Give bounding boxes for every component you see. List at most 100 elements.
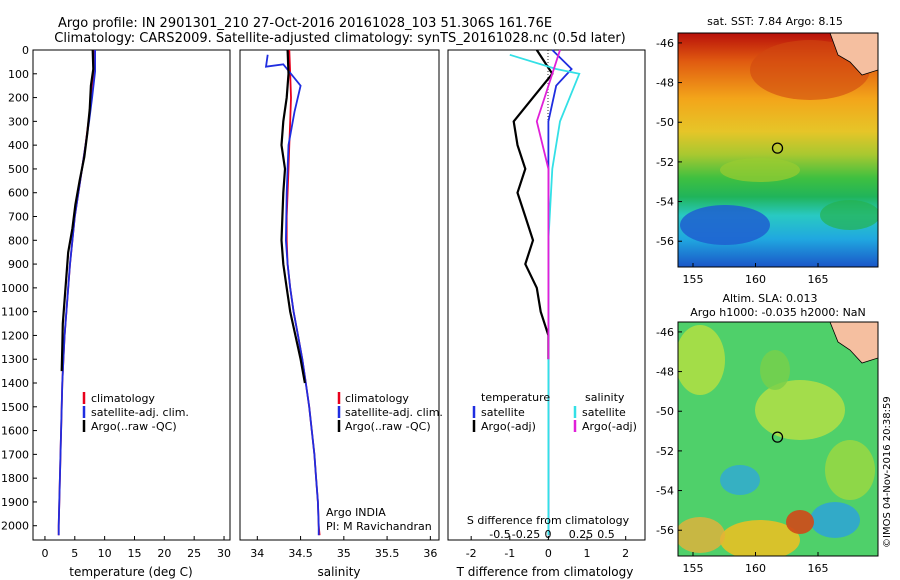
x-tick-label: 2 [622, 547, 629, 560]
x-tick-label: 30 [217, 547, 231, 560]
lat-tick-label: -52 [656, 445, 674, 458]
y-tick-label: 1600 [1, 425, 29, 438]
x-tick-label: 10 [98, 547, 112, 560]
x-tick-label: -2 [466, 547, 477, 560]
sst-map-title: sat. SST: 7.84 Argo: 8.15 [707, 15, 843, 28]
y-tick-label: 1300 [1, 353, 29, 366]
land-mass [829, 322, 878, 364]
argo-position-marker [771, 431, 784, 443]
difference-axes [447, 49, 646, 541]
s-tick-label: -0.5 [489, 528, 510, 541]
lat-tick-label: -48 [656, 366, 674, 379]
lat-tick-label: -50 [656, 116, 674, 129]
lon-tick-label: 165 [808, 273, 829, 286]
series-line [512, 49, 554, 360]
legend-climatology: climatology [91, 392, 155, 405]
lat-tick-label: -52 [656, 156, 674, 169]
y-tick-label: 0 [22, 44, 29, 57]
sla-map-title-2: Argo h1000: -0.035 h2000: NaN [690, 306, 866, 319]
x-tick-label: 35.5 [375, 547, 400, 560]
difference-legend: temperature salinity satellite Argo(-adj… [472, 391, 637, 433]
y-tick-label: 500 [8, 163, 29, 176]
series-line [264, 54, 320, 536]
series-line [280, 49, 306, 384]
title-line-2: Climatology: CARS2009. Satellite-adjuste… [54, 31, 626, 46]
y-tick-label: 600 [8, 187, 29, 200]
legend-t-argo: Argo(-adj) [481, 420, 536, 433]
argo-annotation-1: Argo INDIA [326, 506, 386, 519]
legend-argo: Argo(..raw -QC) [91, 420, 177, 433]
y-tick-label: 100 [8, 68, 29, 81]
x-tick-label: 25 [187, 547, 201, 560]
legend-argo: Argo(..raw -QC) [345, 420, 431, 433]
legend-temperature-title: temperature [481, 391, 550, 404]
y-tick-label: 1900 [1, 496, 29, 509]
argo-position-marker [771, 142, 784, 154]
lon-tick-label: 155 [683, 273, 704, 286]
lat-tick-label: -50 [656, 405, 674, 418]
x-tick-label: 0 [545, 547, 552, 560]
s-diff-label: S difference from climatology [467, 514, 630, 527]
legend-t-satellite: satellite [481, 406, 525, 419]
lon-tick-label: 165 [808, 562, 829, 575]
sla-map-title-1: Altim. SLA: 0.013 [722, 292, 817, 305]
lat-tick-label: -56 [656, 524, 674, 537]
x-tick-label: 5 [71, 547, 78, 560]
salinity-panel: 34 34.5 35 35.5 36 salinity climatology sate… [239, 49, 443, 579]
salinity-xlabel: salinity [317, 565, 360, 579]
y-tick-label: 1000 [1, 282, 29, 295]
y-tick-label: 200 [8, 92, 29, 105]
sla-map: Altim. SLA: 0.013 Argo h1000: -0.035 h20… [656, 292, 879, 575]
legend-salinity-title: salinity [585, 391, 625, 404]
lat-tick-label: -54 [656, 196, 674, 209]
y-tick-label: 400 [8, 139, 29, 152]
y-tick-label: 300 [8, 115, 29, 128]
x-tick-label: 1 [584, 547, 591, 560]
y-tick-label: 1500 [1, 401, 29, 414]
y-tick-label: 1400 [1, 377, 29, 390]
land-mass [829, 33, 878, 76]
x-tick-label: -1 [504, 547, 515, 560]
x-tick-label: 0 [41, 547, 48, 560]
t-diff-label: T difference from climatology [456, 565, 634, 579]
s-tick-label: -0.25 [512, 528, 540, 541]
lat-tick-label: -48 [656, 77, 674, 90]
legend-satellite: satellite-adj. clim. [345, 406, 443, 419]
imos-credit: ©IMOS 04-Nov-2016 20:38:59 [882, 396, 893, 548]
y-tick-label: 1200 [1, 329, 29, 342]
temperature-axes [32, 49, 231, 541]
temperature-legend: climatology satellite-adj. clim. Argo(..… [82, 392, 189, 433]
s-tick-label: 0.5 [597, 528, 615, 541]
lat-tick-label: -46 [656, 37, 674, 50]
y-tick-label: 1100 [1, 306, 29, 319]
y-tick-label: 900 [8, 258, 29, 271]
legend-climatology: climatology [345, 392, 409, 405]
salinity-legend: climatology satellite-adj. clim. Argo(..… [337, 392, 443, 433]
title-line-1: Argo profile: IN 2901301_210 27-Oct-2016… [58, 16, 552, 31]
series-line [60, 49, 95, 372]
lon-tick-label: 155 [683, 562, 704, 575]
y-tick-label: 700 [8, 211, 29, 224]
s-tick-label: 0 [545, 528, 552, 541]
legend-satellite: satellite-adj. clim. [91, 406, 189, 419]
salinity-axes [239, 49, 440, 541]
x-tick-label: 36 [423, 547, 437, 560]
y-tick-label: 2000 [1, 520, 29, 533]
x-tick-label: 20 [157, 547, 171, 560]
x-tick-label: 34.5 [288, 547, 313, 560]
legend-s-argo: Argo(-adj) [582, 420, 637, 433]
x-tick-label: 34 [250, 547, 264, 560]
series-line [535, 49, 561, 360]
x-tick-label: 15 [127, 547, 141, 560]
lat-tick-label: -56 [656, 235, 674, 248]
argo-annotation-2: PI: M Ravichandran [326, 520, 432, 533]
lat-tick-label: -46 [656, 326, 674, 339]
y-tick-label: 1700 [1, 448, 29, 461]
legend-s-satellite: satellite [582, 406, 626, 419]
y-tick-label: 800 [8, 234, 29, 247]
temperature-xlabel: temperature (deg C) [69, 565, 192, 579]
y-tick-label: 1800 [1, 472, 29, 485]
sst-map: sat. SST: 7.84 Argo: 8.15 [656, 15, 879, 286]
difference-panel: -2 -1 0 1 2 -0.5 -0.25 0 0.25 0.5 S difference fr… [447, 49, 646, 579]
lat-tick-label: -54 [656, 485, 674, 498]
